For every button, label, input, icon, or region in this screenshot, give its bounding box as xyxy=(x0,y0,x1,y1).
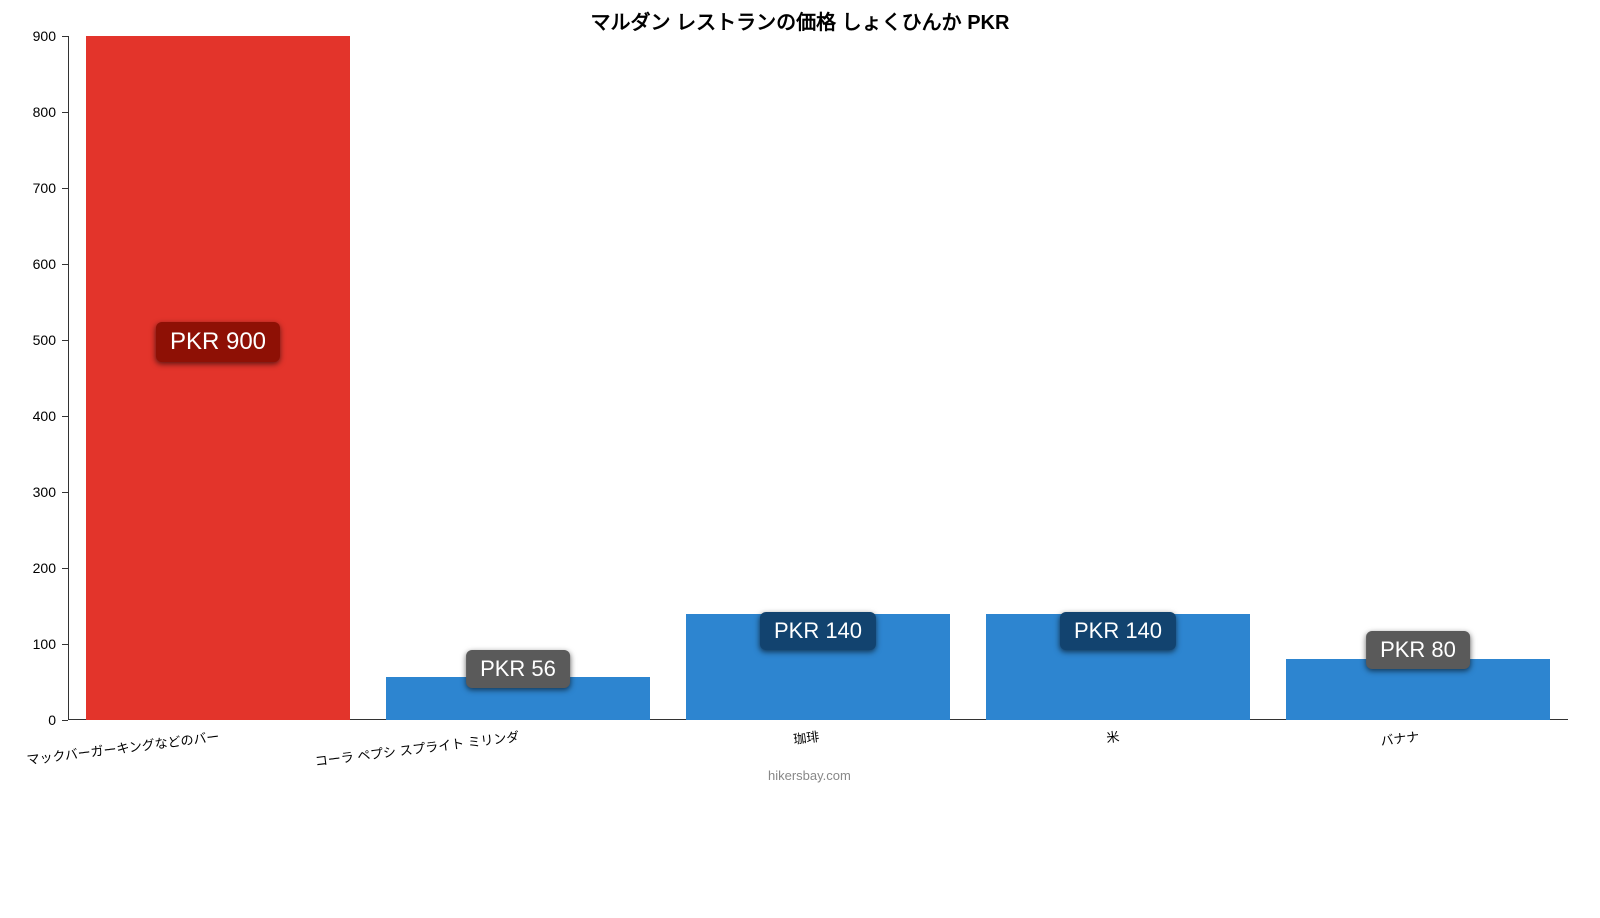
attribution-text: hikersbay.com xyxy=(768,768,851,783)
y-tick-label: 300 xyxy=(6,484,56,500)
bar xyxy=(86,36,350,720)
y-tick xyxy=(62,644,68,645)
y-tick xyxy=(62,36,68,37)
y-tick-label: 600 xyxy=(6,256,56,272)
chart-container: マルダン レストランの価格 しょくひんか PKR 010020030040050… xyxy=(0,0,1600,800)
y-tick xyxy=(62,568,68,569)
bar-value-label: PKR 140 xyxy=(760,612,876,650)
y-tick-label: 700 xyxy=(6,180,56,196)
y-tick-label: 200 xyxy=(6,560,56,576)
plot-area: 0100200300400500600700800900 PKR 900PKR … xyxy=(68,36,1568,720)
y-tick-label: 0 xyxy=(6,712,56,728)
y-tick xyxy=(62,188,68,189)
chart-title: マルダン レストランの価格 しょくひんか PKR xyxy=(0,6,1600,35)
y-tick xyxy=(62,264,68,265)
y-tick-label: 400 xyxy=(6,408,56,424)
y-tick-label: 100 xyxy=(6,636,56,652)
y-tick xyxy=(62,340,68,341)
y-tick-label: 900 xyxy=(6,28,56,44)
y-tick xyxy=(62,416,68,417)
bar-value-label: PKR 140 xyxy=(1060,612,1176,650)
y-tick-label: 800 xyxy=(6,104,56,120)
y-tick-label: 500 xyxy=(6,332,56,348)
bar-value-label: PKR 80 xyxy=(1366,631,1470,669)
bar-value-label: PKR 56 xyxy=(466,650,570,688)
y-tick xyxy=(62,492,68,493)
x-tick-label: マックバーガーキングなどのバー xyxy=(2,726,221,771)
y-axis xyxy=(68,36,69,720)
y-tick xyxy=(62,720,68,721)
y-tick xyxy=(62,112,68,113)
bar-value-label: PKR 900 xyxy=(156,322,280,362)
